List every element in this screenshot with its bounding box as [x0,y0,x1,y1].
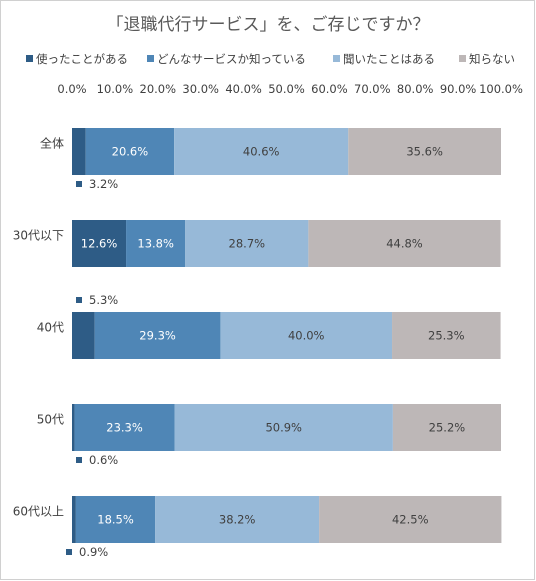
bar-segment [72,128,86,175]
data-label: 13.8% [137,237,174,251]
legend-label: 使ったことがある [36,52,128,66]
data-label: 20.6% [112,145,149,159]
data-label-marker [76,297,82,303]
bar-segment [174,404,393,451]
data-label: 3.2% [89,177,118,191]
legend-swatch [26,55,33,62]
bar-segment [72,404,75,451]
bar-segment [392,312,501,359]
legend-swatch [333,55,340,62]
data-label: 29.3% [139,329,176,343]
data-label: 0.6% [89,453,118,467]
legend-swatch [459,55,466,62]
category-label: 50代 [37,413,64,427]
x-tick-label: 40.0% [225,82,262,96]
data-label: 5.3% [89,293,118,307]
bar-segment [85,128,175,175]
bar-segment [185,220,309,267]
data-label: 40.0% [288,329,325,343]
data-label: 25.3% [428,329,465,343]
x-tick-label: 50.0% [268,82,305,96]
category-label: 60代以上 [13,505,64,519]
x-tick-label: 10.0% [97,82,134,96]
category-label: 30代以下 [13,229,64,243]
x-tick-label: 60.0% [311,82,348,96]
x-tick-label: 30.0% [182,82,219,96]
data-label: 40.6% [243,145,280,159]
bar-segment [72,220,127,267]
data-label-marker [66,549,72,555]
bar-segment [72,312,95,359]
x-tick-label: 100.0% [479,82,523,96]
bar-segment [348,128,501,175]
data-label: 50.9% [265,421,302,435]
data-label: 35.6% [406,145,443,159]
data-label: 42.5% [392,513,429,527]
bar-segment [174,128,349,175]
category-label: 40代 [37,321,64,335]
legend-label: 聞いたことはある [343,52,435,66]
data-label: 38.2% [219,513,256,527]
data-label: 28.7% [229,237,266,251]
x-tick-label: 90.0% [440,82,477,96]
legend-swatch [147,55,154,62]
bar-segment [72,496,76,543]
bar-segment [319,496,502,543]
x-tick-label: 0.0% [57,82,86,96]
bar-segment [155,496,320,543]
bar-segment [74,404,175,451]
chart-title: 「退職代行サービス」を、ご存じですか？ [107,15,430,35]
data-label: 0.9% [79,545,108,559]
data-label: 23.3% [106,421,143,435]
bar-segment [75,496,156,543]
data-label: 44.8% [386,237,423,251]
data-label: 25.2% [429,421,466,435]
bar-segment [94,312,221,359]
x-tick-label: 80.0% [397,82,434,96]
data-label: 12.6% [81,237,118,251]
data-label-marker [76,457,82,463]
legend-label: どんなサービスか知っている [157,52,306,66]
bar-segment [220,312,393,359]
bar-segment [126,220,186,267]
data-label: 18.5% [97,513,134,527]
x-tick-label: 70.0% [354,82,391,96]
legend-label: 知らない [469,52,515,66]
bar-segment [392,404,501,451]
bar-segment [308,220,501,267]
x-tick-label: 20.0% [140,82,177,96]
category-label: 全体 [40,136,64,151]
data-label-marker [76,181,82,187]
